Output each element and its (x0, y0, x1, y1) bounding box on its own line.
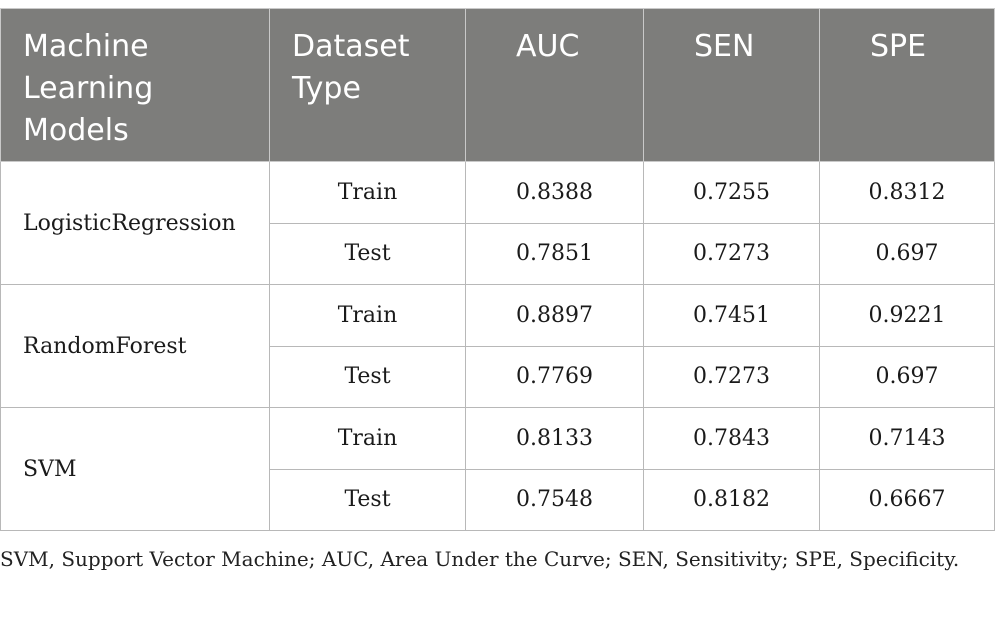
table-row: SVM Train 0.8133 0.7843 0.7143 (0, 407, 995, 531)
dataset-cell: Train (269, 161, 466, 224)
table-row: RandomForest Train 0.8897 0.7451 0.9221 (0, 284, 995, 408)
sen-cell: 0.7273 (643, 345, 820, 408)
auc-cell: 0.8133 (465, 407, 644, 470)
auc-cell: 0.8388 (465, 161, 644, 224)
model-name-cell: LogisticRegression (0, 161, 270, 285)
table-row: Test 0.7548 0.8182 0.6667 (1, 468, 995, 531)
spe-cell: 0.697 (819, 345, 995, 408)
header-model: Machine Learning Models (0, 8, 270, 162)
dataset-cell: Train (269, 407, 466, 470)
sen-cell: 0.7273 (643, 222, 820, 285)
table-header: Machine Learning Models Dataset Type AUC… (0, 8, 995, 162)
auc-cell: 0.7548 (465, 468, 644, 531)
auc-cell: 0.8897 (465, 284, 644, 347)
sen-cell: 0.7451 (643, 284, 820, 347)
spe-cell: 0.6667 (819, 468, 995, 531)
sen-cell: 0.8182 (643, 468, 820, 531)
auc-cell: 0.7769 (465, 345, 644, 408)
table-footnote: SVM, Support Vector Machine; AUC, Area U… (0, 547, 960, 571)
dataset-cell: Test (269, 345, 466, 408)
dataset-cell: Test (269, 468, 466, 531)
sen-cell: 0.7255 (643, 161, 820, 224)
header-auc: AUC (465, 8, 644, 162)
model-name-cell: RandomForest (0, 284, 270, 408)
spe-cell: 0.7143 (819, 407, 995, 470)
results-table: Machine Learning Models Dataset Type AUC… (0, 8, 995, 531)
header-sen: SEN (643, 8, 820, 162)
dataset-cell: Train (269, 284, 466, 347)
table-row: LogisticRegression Train 0.8388 0.7255 0… (0, 161, 995, 285)
table-row: Test 0.7769 0.7273 0.697 (1, 345, 995, 408)
header-dataset-type: Dataset Type (269, 8, 466, 162)
header-spe: SPE (819, 8, 995, 162)
header-row: Machine Learning Models Dataset Type AUC… (0, 8, 995, 162)
sen-cell: 0.7843 (643, 407, 820, 470)
spe-cell: 0.9221 (819, 284, 995, 347)
dataset-cell: Test (269, 222, 466, 285)
model-name-cell: SVM (0, 407, 270, 531)
auc-cell: 0.7851 (465, 222, 644, 285)
spe-cell: 0.8312 (819, 161, 995, 224)
table-body: LogisticRegression Train 0.8388 0.7255 0… (0, 161, 995, 531)
spe-cell: 0.697 (819, 222, 995, 285)
